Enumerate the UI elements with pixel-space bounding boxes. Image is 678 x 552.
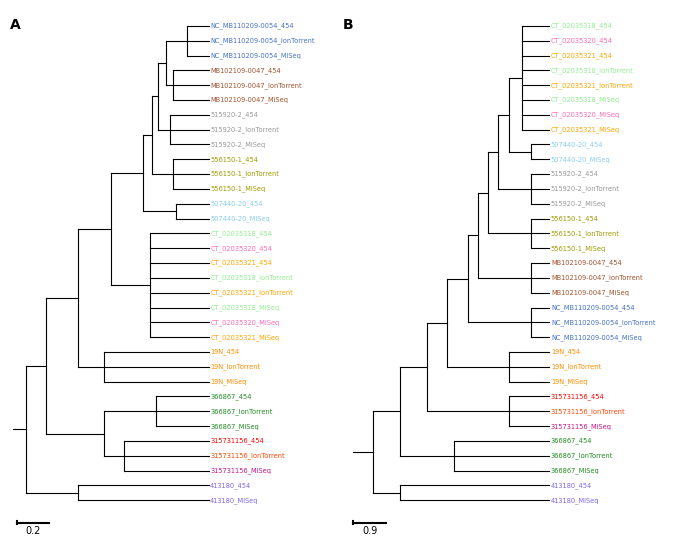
Text: 366867_IonTorrent: 366867_IonTorrent — [551, 453, 613, 459]
Text: CT_02035321_IonTorrent: CT_02035321_IonTorrent — [210, 289, 293, 296]
Text: MB102109-0047_454: MB102109-0047_454 — [210, 67, 281, 74]
Text: CT_02035320_MiSeq: CT_02035320_MiSeq — [210, 319, 279, 326]
Text: CT_02035318_MiSeq: CT_02035318_MiSeq — [210, 304, 279, 311]
Text: MB102109-0047_IonTorrent: MB102109-0047_IonTorrent — [210, 82, 302, 88]
Text: 556150-1_IonTorrent: 556150-1_IonTorrent — [551, 230, 620, 237]
Text: CT_02035318_454: CT_02035318_454 — [551, 23, 613, 29]
Text: 413180_454: 413180_454 — [551, 482, 592, 489]
Text: MB102109-0047_MiSeq: MB102109-0047_MiSeq — [551, 289, 629, 296]
Text: 515920-2_454: 515920-2_454 — [210, 112, 258, 118]
Text: 515920-2_IonTorrent: 515920-2_IonTorrent — [551, 185, 620, 192]
Text: 507440-20_MiSeq: 507440-20_MiSeq — [210, 215, 270, 222]
Text: 315731156_454: 315731156_454 — [210, 438, 264, 444]
Text: 413180_MiSeq: 413180_MiSeq — [551, 497, 599, 503]
Text: 556150-1_MiSeq: 556150-1_MiSeq — [210, 185, 265, 192]
Text: MB102109-0047_454: MB102109-0047_454 — [551, 259, 622, 267]
Text: CT_02035321_MiSeq: CT_02035321_MiSeq — [210, 334, 279, 341]
Text: A: A — [10, 18, 21, 33]
Text: CT_02035320_454: CT_02035320_454 — [210, 245, 272, 252]
Text: NC_MB110209-0054_IonTorrent: NC_MB110209-0054_IonTorrent — [551, 319, 656, 326]
Text: CT_02035318_MiSeq: CT_02035318_MiSeq — [551, 97, 620, 103]
Text: 366867_IonTorrent: 366867_IonTorrent — [210, 408, 273, 415]
Text: CT_02035321_454: CT_02035321_454 — [210, 259, 272, 267]
Text: CT_02035318_IonTorrent: CT_02035318_IonTorrent — [551, 67, 634, 74]
Text: 366867_454: 366867_454 — [210, 393, 252, 400]
Text: MB102109-0047_MiSeq: MB102109-0047_MiSeq — [210, 97, 288, 103]
Text: 556150-1_MiSeq: 556150-1_MiSeq — [551, 245, 606, 252]
Text: CT_02035321_MiSeq: CT_02035321_MiSeq — [551, 126, 620, 133]
Text: 507440-20_454: 507440-20_454 — [551, 141, 603, 148]
Text: 507440-20_454: 507440-20_454 — [210, 200, 262, 207]
Text: CT_02035320_454: CT_02035320_454 — [551, 38, 613, 44]
Text: NC_MB110209-0054_MiSeq: NC_MB110209-0054_MiSeq — [210, 52, 301, 59]
Text: 19N_IonTorrent: 19N_IonTorrent — [210, 363, 260, 370]
Text: NC_MB110209-0054_454: NC_MB110209-0054_454 — [210, 23, 294, 29]
Text: NC_MB110209-0054_MiSeq: NC_MB110209-0054_MiSeq — [551, 334, 642, 341]
Text: 19N_MiSeq: 19N_MiSeq — [210, 378, 247, 385]
Text: 315731156_454: 315731156_454 — [551, 393, 605, 400]
Text: NC_MB110209-0054_IonTorrent: NC_MB110209-0054_IonTorrent — [210, 38, 315, 44]
Text: B: B — [342, 18, 353, 33]
Text: 0.9: 0.9 — [362, 526, 377, 536]
Text: 366867_454: 366867_454 — [551, 438, 593, 444]
Text: 507440-20_MiSeq: 507440-20_MiSeq — [551, 156, 611, 163]
Text: 366867_MiSeq: 366867_MiSeq — [210, 423, 259, 429]
Text: CT_02035321_IonTorrent: CT_02035321_IonTorrent — [551, 82, 634, 88]
Text: 556150-1_454: 556150-1_454 — [551, 215, 599, 222]
Text: 556150-1_IonTorrent: 556150-1_IonTorrent — [210, 171, 279, 178]
Text: 0.2: 0.2 — [25, 526, 41, 536]
Text: NC_MB110209-0054_454: NC_MB110209-0054_454 — [551, 304, 635, 311]
Text: 315731156_IonTorrent: 315731156_IonTorrent — [210, 453, 285, 459]
Text: 19N_IonTorrent: 19N_IonTorrent — [551, 363, 601, 370]
Text: CT_02035321_454: CT_02035321_454 — [551, 52, 613, 59]
Text: 19N_454: 19N_454 — [210, 349, 239, 355]
Text: CT_02035318_IonTorrent: CT_02035318_IonTorrent — [210, 274, 293, 282]
Text: 515920-2_MiSeq: 515920-2_MiSeq — [551, 200, 606, 207]
Text: 366867_MiSeq: 366867_MiSeq — [551, 467, 599, 474]
Text: CT_02035320_MiSeq: CT_02035320_MiSeq — [551, 112, 620, 118]
Text: 19N_454: 19N_454 — [551, 349, 580, 355]
Text: 515920-2_MiSeq: 515920-2_MiSeq — [210, 141, 265, 148]
Text: MB102109-0047_IonTorrent: MB102109-0047_IonTorrent — [551, 274, 643, 282]
Text: 315731156_MiSeq: 315731156_MiSeq — [210, 467, 271, 474]
Text: CT_02035318_454: CT_02035318_454 — [210, 230, 272, 237]
Text: 315731156_MiSeq: 315731156_MiSeq — [551, 423, 612, 429]
Text: 19N_MiSeq: 19N_MiSeq — [551, 378, 587, 385]
Text: 515920-2_IonTorrent: 515920-2_IonTorrent — [210, 126, 279, 133]
Text: 315731156_IonTorrent: 315731156_IonTorrent — [551, 408, 626, 415]
Text: 556150-1_454: 556150-1_454 — [210, 156, 258, 163]
Text: 413180_454: 413180_454 — [210, 482, 252, 489]
Text: 515920-2_454: 515920-2_454 — [551, 171, 599, 178]
Text: 413180_MiSeq: 413180_MiSeq — [210, 497, 259, 503]
